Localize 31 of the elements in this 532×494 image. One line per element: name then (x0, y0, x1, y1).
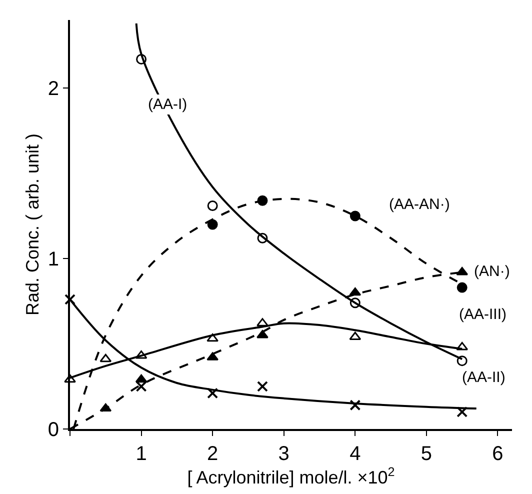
x-tick-label: 4 (350, 443, 361, 465)
x-tick-label: 1 (136, 443, 147, 465)
annotation: (AA-II) (462, 369, 506, 386)
x-tick-label: 5 (420, 443, 432, 465)
point (207, 200, 218, 211)
point (349, 287, 362, 296)
point (207, 388, 218, 399)
point (256, 380, 268, 392)
point (350, 400, 361, 411)
point (256, 318, 268, 326)
y-axis-title: Rad. Conc. ( arb. unit ) (22, 133, 43, 316)
point (100, 354, 112, 362)
y-tick-label: 0 (48, 419, 59, 441)
point (207, 219, 218, 230)
point (456, 266, 468, 276)
point (350, 210, 360, 222)
x-axis-title: [ Acrylonitrile] mole/l. ×10$^{2}$ (187, 465, 395, 488)
x-tick-label: 6 (492, 443, 504, 465)
point (456, 282, 468, 293)
y-tick-label: 2 (48, 78, 59, 100)
annotation: (AA-I) (148, 96, 188, 113)
annotation: (AA-AN·) (389, 196, 450, 213)
y-tick-label: 1 (48, 248, 59, 271)
point (64, 294, 76, 305)
annotation: (AA-III) (459, 306, 506, 323)
point (456, 406, 468, 418)
annotation: (AN·) (474, 263, 510, 280)
point (256, 330, 268, 338)
x-tick-label: 2 (207, 443, 218, 465)
x-tick-label: 3 (278, 443, 290, 465)
point (135, 374, 148, 383)
